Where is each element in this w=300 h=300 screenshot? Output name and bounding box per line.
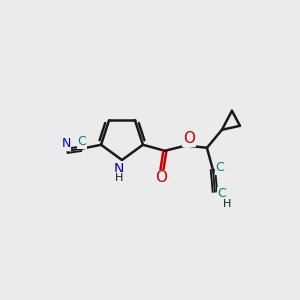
Text: N: N [114, 162, 124, 176]
Text: H: H [115, 173, 123, 183]
Text: O: O [155, 170, 167, 185]
Text: H: H [223, 199, 231, 209]
Text: C: C [78, 135, 86, 148]
Text: C: C [215, 161, 224, 174]
Text: O: O [183, 131, 195, 146]
Text: N: N [61, 137, 71, 150]
Text: C: C [218, 187, 226, 200]
